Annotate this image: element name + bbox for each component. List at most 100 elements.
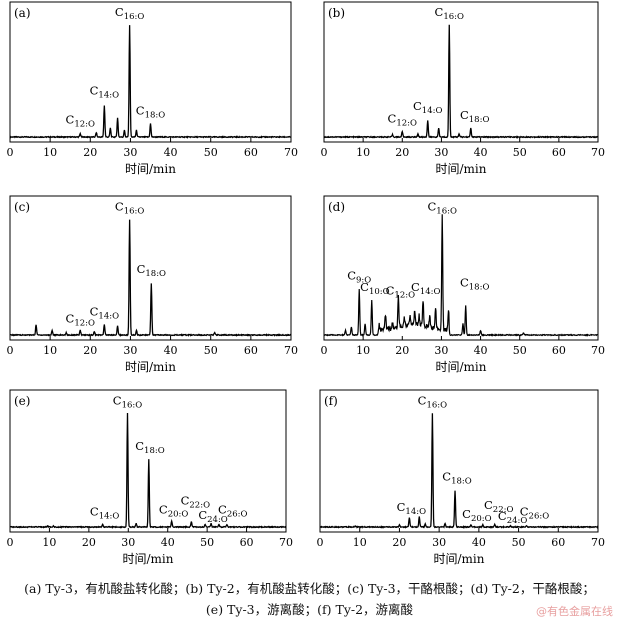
peak-label: C18:O — [136, 104, 165, 121]
x-tick-label: 20 — [392, 536, 406, 549]
peak-label: C9:O — [347, 269, 371, 286]
peak-label: C16:O — [435, 5, 464, 22]
peak-label: C14:O — [413, 99, 442, 116]
x-axis-label: 时间/min — [125, 360, 176, 374]
x-tick-label: 10 — [43, 146, 57, 159]
x-tick-label: 70 — [591, 146, 605, 159]
x-tick-label: 20 — [395, 146, 409, 159]
x-tick-label: 60 — [551, 536, 565, 549]
panel-frame — [9, 1, 292, 143]
peak-label: C24:O — [498, 509, 527, 526]
x-tick-label: 70 — [591, 344, 605, 357]
x-axis-label: 时间/min — [123, 552, 174, 566]
figure-caption-line-1: (a) Ty-3，有机酸盐转化酸；(b) Ty-2，有机酸盐转化酸；(c) Ty… — [24, 581, 595, 596]
panel-label: (e) — [14, 394, 30, 408]
x-tick-label: 70 — [284, 344, 298, 357]
x-tick-label: 40 — [164, 146, 178, 159]
x-tick-label: 0 — [7, 146, 14, 159]
panel-label: (f) — [324, 394, 338, 408]
x-tick-label: 10 — [353, 536, 367, 549]
x-tick-label: 70 — [591, 536, 605, 549]
peak-label: C14:O — [90, 505, 119, 522]
panel-label: (c) — [14, 200, 30, 214]
peak-label: C14:O — [411, 280, 440, 297]
panel-frame — [323, 195, 599, 341]
peak-label: C26:O — [218, 502, 247, 519]
peak-label: C18:O — [460, 108, 489, 125]
peak-label: C16:O — [418, 393, 447, 410]
peak-label: C14:O — [90, 304, 119, 321]
x-axis-label: 时间/min — [434, 552, 485, 566]
x-tick-label: 40 — [161, 536, 175, 549]
peak-label: C18:O — [135, 439, 164, 456]
peak-label: C10:O — [360, 280, 389, 297]
peak-label: C18:O — [442, 469, 471, 486]
x-tick-label: 0 — [317, 536, 324, 549]
x-tick-label: 0 — [321, 146, 328, 159]
peak-label: C24:O — [198, 508, 227, 525]
peak-label: C12:O — [386, 284, 415, 301]
x-tick-label: 50 — [512, 536, 526, 549]
x-tick-label: 10 — [356, 344, 370, 357]
chromatogram-trace — [9, 25, 292, 139]
x-tick-label: 60 — [552, 146, 566, 159]
x-tick-label: 20 — [83, 344, 97, 357]
panel-label: (a) — [14, 6, 31, 20]
x-tick-label: 70 — [284, 146, 298, 159]
watermark: @有色金属在线 — [536, 605, 613, 618]
peak-label: C14:O — [397, 500, 426, 517]
x-tick-label: 10 — [42, 536, 56, 549]
peak-label: C16:O — [115, 200, 144, 217]
chromatogram-trace — [319, 413, 599, 529]
x-tick-label: 0 — [321, 344, 328, 357]
peak-label: C26:O — [520, 505, 549, 522]
peak-label: C18:O — [137, 262, 166, 279]
panel-frame — [323, 1, 599, 143]
x-tick-label: 30 — [434, 146, 448, 159]
x-tick-label: 30 — [434, 344, 448, 357]
x-tick-label: 0 — [7, 344, 14, 357]
x-tick-label: 20 — [395, 344, 409, 357]
x-tick-label: 40 — [474, 146, 488, 159]
panel-frame — [319, 389, 599, 533]
figure-caption-line-2: (e) Ty-3，游离酸；(f) Ty-2，游离酸 — [205, 602, 414, 617]
peak-label: C14:O — [90, 83, 119, 100]
x-tick-label: 50 — [204, 146, 218, 159]
panel-frame — [9, 389, 287, 533]
peak-label: C16:O — [115, 5, 144, 22]
peak-label: C20:O — [159, 502, 188, 519]
peak-label: C12:O — [66, 311, 95, 328]
x-axis-label: 时间/min — [125, 162, 176, 176]
x-axis-label: 时间/min — [436, 162, 487, 176]
peak-label: C16:O — [427, 200, 456, 217]
x-tick-label: 40 — [472, 536, 486, 549]
x-tick-label: 0 — [7, 536, 14, 549]
peak-label: C12:O — [66, 113, 95, 130]
panel-frame — [9, 195, 292, 341]
chromatogram-trace — [323, 24, 599, 139]
peak-label: C16:O — [113, 393, 142, 410]
panel-a: (a) C12:O C14:O C16:O C18:O 0 10 20 30 40 50 60 70 时间… — [7, 1, 298, 176]
x-tick-label: 20 — [82, 536, 96, 549]
peak-label: C22:O — [181, 493, 210, 510]
x-tick-label: 50 — [204, 344, 218, 357]
x-tick-label: 50 — [200, 536, 214, 549]
x-tick-label: 30 — [121, 536, 135, 549]
x-tick-label: 50 — [513, 146, 527, 159]
peak-label: C12:O — [388, 111, 417, 128]
peak-label: C22:O — [484, 498, 513, 515]
x-tick-label: 40 — [164, 344, 178, 357]
x-tick-label: 60 — [552, 344, 566, 357]
panel-label: (b) — [328, 6, 345, 20]
x-tick-label: 60 — [244, 344, 258, 357]
x-tick-label: 60 — [244, 146, 258, 159]
panel-label: (d) — [328, 200, 345, 214]
chromatogram-trace — [9, 413, 287, 529]
peak-label: C18:O — [460, 276, 489, 293]
x-tick-label: 10 — [43, 344, 57, 357]
